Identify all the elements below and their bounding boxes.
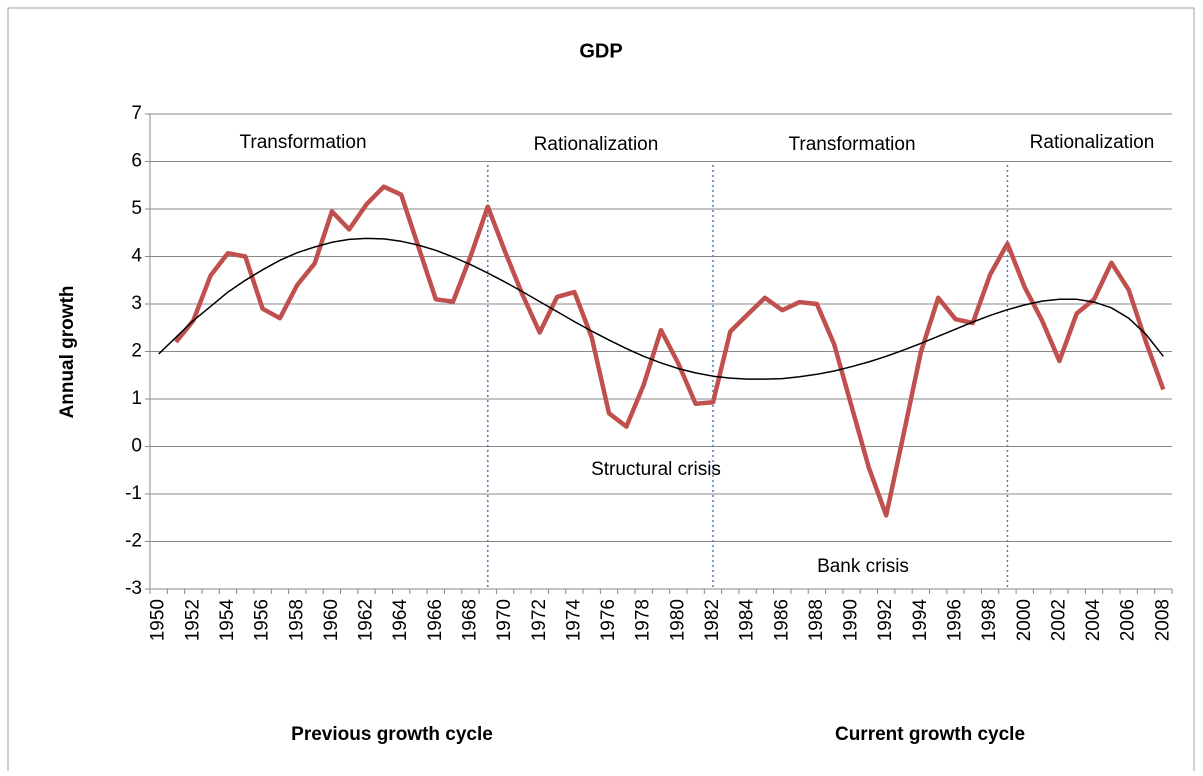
y-tick-label: 7 [131,103,142,124]
y-tick-label: 1 [131,388,142,409]
y-tick-label: 2 [131,341,142,362]
annotation: Transformation [239,132,366,153]
x-tick-label: 1986 [771,599,792,641]
x-tick-label: 1956 [252,599,273,641]
x-tick-label: 2008 [1152,599,1173,641]
x-tick-label: 1998 [979,599,1000,641]
x-tick-label: 1964 [390,599,411,642]
x-tick-label: 1974 [563,599,584,642]
y-tick-label: -2 [125,531,142,552]
x-tick-label: 1954 [217,599,238,642]
x-tick-label: 2006 [1118,599,1139,641]
x-tick-label: 1996 [944,599,965,641]
y-tick-label: 3 [131,293,142,314]
x-tick-label: 1968 [459,599,480,641]
x-tick-label: 1960 [321,599,342,641]
y-tick-label: -3 [125,578,142,599]
y-tick-label: 5 [131,198,142,219]
x-tick-label: 1994 [910,599,931,642]
x-tick-label: 1982 [702,599,723,641]
x-tick-label: 1984 [737,599,758,642]
x-tick-label: 1980 [667,599,688,641]
x-tick-label: 2004 [1083,599,1104,642]
y-tick-label: 0 [131,436,142,457]
chart-border [7,7,1195,776]
x-tick-label: 1962 [356,599,377,641]
series-line [158,237,1164,380]
y-tick-label: 4 [131,246,142,267]
annotation: Previous growth cycle [291,724,493,745]
x-tick-label: 1990 [841,599,862,641]
annotation: Current growth cycle [835,724,1025,745]
annotation: Transformation [788,134,915,155]
annotation: Rationalization [1030,132,1155,153]
x-tick-label: 1958 [286,599,307,641]
x-tick-label: 1950 [148,599,169,641]
x-tick-label: 1952 [182,599,203,641]
y-tick-label: -1 [125,483,142,504]
x-tick-label: 1988 [806,599,827,641]
chart-title: GDP [579,40,622,62]
x-tick-label: 1992 [875,599,896,641]
x-tick-label: 1970 [494,599,515,641]
x-tick-label: 2000 [1014,599,1035,641]
x-tick-label: 2002 [1048,599,1069,641]
y-axis-label: Annual growth [57,286,78,419]
annotation: Bank crisis [817,556,909,577]
x-tick-label: 1976 [598,599,619,641]
x-tick-label: 1966 [425,599,446,641]
series-line [174,184,1166,518]
annotation: Structural crisis [591,459,721,480]
y-tick-label: 6 [131,151,142,172]
x-tick-label: 1978 [633,599,654,641]
x-tick-label: 1972 [529,599,550,641]
annotation: Rationalization [534,134,659,155]
